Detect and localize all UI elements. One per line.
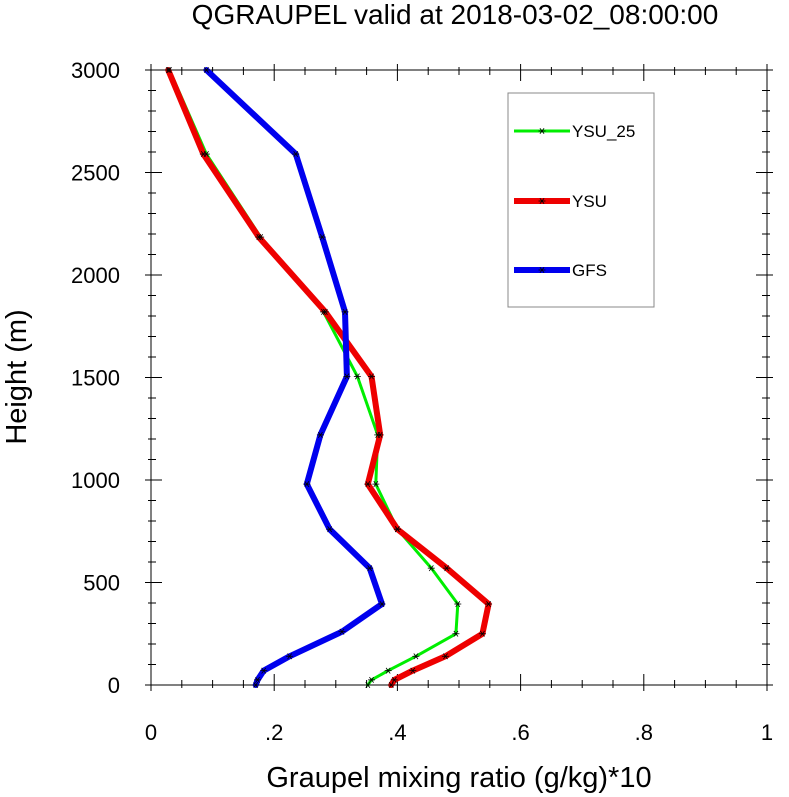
legend-label-ysu: YSU <box>572 192 607 211</box>
data-point-ysu-25 <box>365 681 371 689</box>
data-point-ysu <box>377 431 383 438</box>
x-tick-label: .4 <box>388 720 406 745</box>
data-point-gfs <box>287 653 293 660</box>
y-tick-label: 0 <box>108 673 120 698</box>
x-tick-label: 0 <box>145 720 157 745</box>
x-axis-label: Graupel mixing ratio (g/kg)*10 <box>266 762 651 794</box>
data-point-gfs <box>367 565 373 572</box>
legend-marker-ysu-25 <box>539 127 545 135</box>
data-point-ysu-25 <box>354 373 360 380</box>
series-line-ysu <box>165 67 492 688</box>
y-tick-label: 500 <box>83 571 120 596</box>
data-point-gfs <box>253 681 259 689</box>
major-ticks <box>145 64 773 691</box>
series-lines <box>165 67 492 688</box>
legend: YSU_25 YSU GFS <box>507 92 655 308</box>
y-tick-label: 2500 <box>71 161 120 186</box>
data-point-ysu-25 <box>369 676 374 683</box>
data-point-ysu <box>165 66 171 74</box>
data-point-gfs <box>339 628 345 635</box>
data-point-ysu <box>394 526 400 533</box>
data-point-gfs <box>344 373 350 380</box>
data-point-gfs <box>379 600 385 608</box>
data-point-ysu <box>486 600 491 608</box>
y-tick-label: 2000 <box>71 263 120 288</box>
y-tick-labels: 0 500 1000 1500 2000 2500 3000 <box>71 58 120 698</box>
data-point-gfs <box>204 66 209 74</box>
chart-title: QGRAUPEL valid at 2018-03-02_08:00:00 <box>192 0 719 30</box>
data-point-gfs <box>317 431 323 438</box>
data-point-ysu <box>369 373 374 380</box>
data-point-ysu <box>322 308 328 315</box>
y-tick-label: 3000 <box>71 58 120 83</box>
y-tick-label: 1000 <box>71 468 120 493</box>
x-tick-labels: 0 .2 .4 .6 .8 1 <box>145 720 773 745</box>
data-point-ysu <box>444 565 450 572</box>
data-point-ysu <box>365 481 371 488</box>
x-tick-label: .6 <box>511 720 529 745</box>
data-point-ysu-25 <box>455 600 461 608</box>
data-point-ysu <box>200 151 206 158</box>
data-point-gfs <box>293 151 299 158</box>
legend-marker-ysu <box>539 197 545 205</box>
data-point-ysu <box>256 234 262 241</box>
data-point-gfs <box>342 308 348 315</box>
y-axis-label: Height (m) <box>1 309 33 444</box>
series-markers <box>164 66 493 689</box>
series-line-ysu-25 <box>168 68 460 687</box>
data-point-ysu-25 <box>453 630 459 637</box>
data-point-ysu <box>479 630 485 637</box>
x-tick-label: 1 <box>761 720 773 745</box>
data-point-ysu-25 <box>373 481 379 488</box>
data-point-ysu <box>388 681 394 689</box>
data-point-gfs <box>319 234 325 241</box>
legend-label-gfs: GFS <box>572 261 607 280</box>
data-point-ysu <box>443 653 448 660</box>
x-tick-label: .2 <box>265 720 283 745</box>
data-point-gfs <box>261 667 267 674</box>
minor-ticks <box>148 67 770 688</box>
plot-frame <box>150 69 768 686</box>
y-tick-label: 1500 <box>71 366 120 391</box>
data-point-gfs <box>327 526 333 533</box>
legend-marker-gfs <box>539 266 545 274</box>
data-point-ysu <box>391 676 397 683</box>
data-point-ysu-25 <box>428 565 434 572</box>
data-point-gfs <box>304 481 310 488</box>
series-line-gfs <box>203 67 385 688</box>
legend-label-ysu-25: YSU_25 <box>572 122 635 141</box>
data-point-ysu <box>410 667 416 674</box>
data-point-ysu-25 <box>385 667 391 674</box>
data-point-ysu-25 <box>413 653 419 660</box>
x-tick-label: .8 <box>635 720 653 745</box>
data-point-gfs <box>255 676 260 683</box>
